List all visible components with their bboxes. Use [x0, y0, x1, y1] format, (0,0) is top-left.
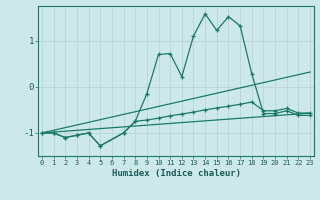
X-axis label: Humidex (Indice chaleur): Humidex (Indice chaleur) [111, 169, 241, 178]
